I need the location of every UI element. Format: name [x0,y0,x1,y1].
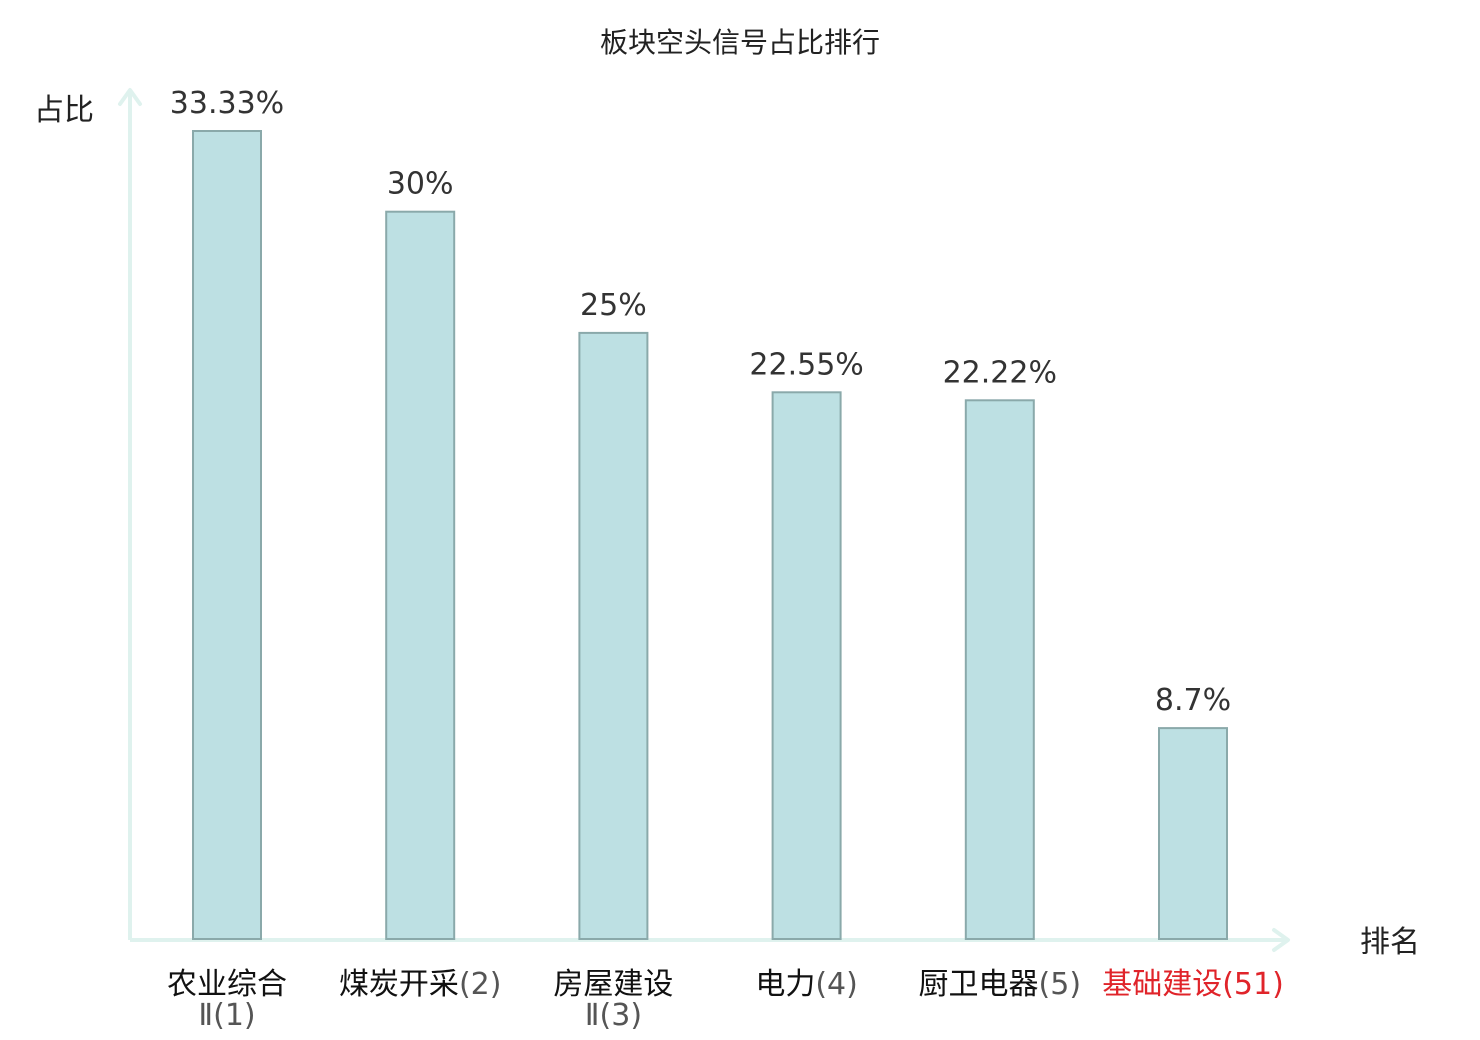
value-label-1: 33.33% [170,86,284,121]
bar-3 [578,331,649,940]
category-label-6: 基础建设(51) [1102,967,1284,1002]
category-name-3: 房屋建设 [553,967,673,1002]
value-labels-group: 33.33% 30% 25% 22.55% 22.22% 8.7% [170,86,1231,718]
category-label-5: 厨卫电器(5) [919,967,1082,1002]
axes: 占比 排名 [34,88,1420,960]
category-name-6: 基础建设 [1102,967,1222,1002]
category-label-2: 煤炭开采(2) [339,967,502,1002]
category-rank-3: Ⅱ(3) [585,998,642,1033]
x-axis-label: 排名 [1360,925,1420,960]
value-label-4: 22.55% [749,347,863,382]
bar-5 [964,399,1035,940]
category-label-4: 电力(4) [755,967,858,1002]
category-rank-1: Ⅱ(1) [198,998,255,1033]
chart-title: 板块空头信号占比排行 [600,26,880,59]
x-axis-arrow [1272,928,1290,952]
y-axis-arrow [118,88,142,106]
value-label-2: 30% [387,167,454,202]
bar-2 [385,210,456,940]
bar-1 [192,130,262,940]
category-rank-5: (5) [1039,967,1082,1002]
category-rank-4: (4) [815,967,858,1002]
bar-6 [1158,727,1228,940]
category-name-5: 厨卫电器 [919,967,1039,1002]
value-label-6: 8.7% [1155,683,1231,718]
category-rank-2: (2) [459,967,502,1002]
category-name-2: 煤炭开采 [339,967,459,1002]
bars-group [192,130,1228,940]
category-rank-6: (51) [1222,967,1284,1002]
category-name-1: 农业综合 [167,967,287,1002]
value-label-5: 22.22% [943,355,1057,390]
category-name-4: 电力 [755,967,815,1002]
bar-4 [771,391,842,940]
value-label-3: 25% [580,288,647,323]
y-axis-label: 占比 [34,93,94,128]
